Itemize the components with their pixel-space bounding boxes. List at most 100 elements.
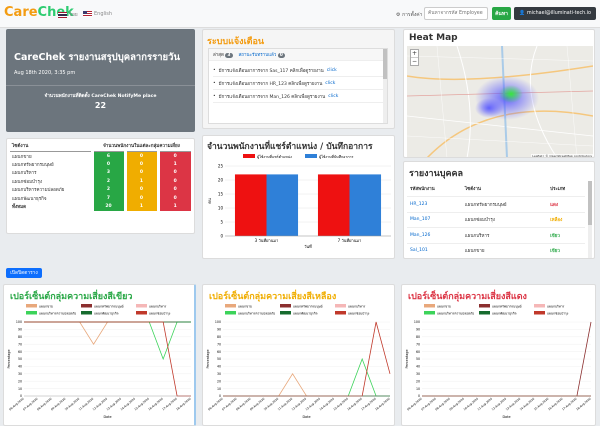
alert-click-link[interactable]: click: [326, 67, 337, 73]
legend-label: ผู้ใช้งานที่แชร์ตำแหน่ง: [257, 154, 292, 159]
search-input[interactable]: [424, 7, 488, 20]
personnel-scroll-thumb[interactable]: [588, 181, 592, 225]
legend-label: แผนกบริหาร: [547, 304, 565, 308]
legend-swatch: [305, 154, 317, 158]
employee-id-link[interactable]: Man_126: [407, 227, 462, 244]
summary-divider: [6, 85, 195, 86]
alerts-card: ระบบแจ้งเตือน ล่าสุด 3 สถานะรับทราบแล้ว …: [202, 29, 395, 129]
y-axis-label: คน: [207, 198, 212, 204]
y-tick-label: 5: [220, 219, 223, 224]
y-tick-label: 0: [418, 394, 420, 398]
tab-acknowledged[interactable]: สถานะรับทราบแล้ว 0: [238, 53, 285, 58]
alert-text: มีการแจ้งเตือนอาการจาก HR_123 คลิกเพื่อด…: [218, 81, 323, 87]
y-tick-label: 60: [217, 350, 221, 354]
y-tick-label: 10: [18, 387, 22, 391]
heatmap-map[interactable]: + − Leaflet | © OpenStreetMap contributo…: [407, 46, 593, 158]
x-axis-label: Date: [302, 415, 310, 419]
alerts-scrollbar[interactable]: [383, 49, 387, 123]
personnel-header-site: ไซต์งาน: [461, 181, 548, 197]
legend-label: แผนกทรัพยากรมนุษย์: [492, 304, 522, 309]
x-tick-label: 18-Aug-2020: [374, 397, 391, 412]
y-tick-label: 50: [217, 357, 221, 361]
series-line: [24, 321, 191, 397]
y-tick-label: 90: [217, 328, 221, 332]
y-tick-label: 70: [217, 342, 221, 346]
bar-chart-card: จำนวนพนักงานที่แชร์ตำแหน่ง / บันทึกอาการ…: [202, 135, 395, 259]
site-name: แผนกขาย: [12, 154, 32, 160]
risk-group-table-card: ไซต์งาน จำนวนพนักงานในแต่ละกลุ่มความเสี่…: [6, 138, 195, 234]
legend-swatch: [335, 304, 346, 308]
zoom-out-button[interactable]: −: [411, 58, 418, 65]
y-tick-label: 20: [416, 379, 420, 383]
y-tick-label: 60: [416, 350, 420, 354]
green-count: 7: [90, 194, 125, 203]
employee-status: เขียว: [547, 227, 585, 244]
employee-status: เขียว: [547, 243, 585, 258]
legend-swatch: [280, 311, 291, 315]
table-row[interactable]: Man_126 แผนกบริหาร เขียว: [407, 227, 585, 244]
legend-swatch: [280, 304, 291, 308]
y-tick-label: 40: [416, 365, 420, 369]
series-line: [24, 321, 191, 361]
legend-swatch: [81, 311, 92, 315]
table-row-total: ทั้งหมด 20 1 1: [10, 202, 191, 212]
personnel-table-scroll[interactable]: รหัสพนักงาน ไซต์งาน ประเภท HR_123 แผนกทรั…: [407, 181, 585, 260]
toggle-table-button[interactable]: เปิดปิดตาราง: [6, 268, 42, 278]
green-risk-chart-title: เปอร์เซ็นต์กลุ่มความเสี่ยงสีเขียว: [10, 292, 133, 302]
alert-click-link[interactable]: click: [325, 80, 336, 86]
y-tick-label: 80: [217, 335, 221, 339]
lang-english-link[interactable]: English: [83, 11, 112, 17]
yellow-count: 0: [123, 168, 158, 178]
red-count: 1: [156, 160, 191, 169]
y-tick-label: 40: [217, 365, 221, 369]
bar: [349, 174, 382, 236]
employee-site: แผนกขาย: [462, 259, 547, 260]
map-attribution[interactable]: Leaflet | © OpenStreetMap contributors: [531, 154, 593, 158]
legend-label: แผนกบริหาร: [348, 304, 366, 308]
legend-label: แผนกบริหารความปลอดภัย: [238, 311, 275, 315]
settings-link[interactable]: ⚙ การตั้งค่า: [396, 12, 423, 18]
tab-all[interactable]: ล่าสุด 3: [213, 53, 233, 58]
lang-thai-link[interactable]: ไทย: [58, 11, 78, 19]
yellow-count: 1: [123, 202, 158, 212]
table-row[interactable]: Sal_101 แผนกขาย เขียว: [407, 243, 585, 258]
alert-text: มีการแจ้งเตือนอาการจาก Sas_117 คลิกเพื่อ…: [218, 68, 324, 74]
legend-swatch: [335, 311, 346, 315]
alerts-scroll-thumb[interactable]: [383, 49, 387, 79]
legend-label: แผนกบริหารความปลอดภัย: [437, 311, 474, 315]
user-menu-button[interactable]: 👤 michael@illuminati-tech.io: [514, 7, 596, 20]
table-row[interactable]: Man_107 แผนกซ่อมบำรุง เหลือง: [407, 212, 585, 228]
legend-label: แผนกซ่อมบำรุง: [547, 311, 569, 316]
table-row[interactable]: Sas_117แผนกขายเขียว: [407, 259, 585, 260]
zoom-in-button[interactable]: +: [411, 50, 418, 58]
legend-swatch: [225, 311, 236, 315]
legend-label: แผนกทรัพยากรมนุษย์: [94, 304, 124, 309]
table-row: แผนกทรัพยากรมนุษย์ 0 0 1: [10, 160, 191, 169]
employee-id-link[interactable]: Sal_101: [407, 243, 462, 258]
heatmap-card: Heat Map + − Leaflet | © OpenStreetMap c…: [403, 29, 595, 158]
bar-chart: ผู้ใช้งานที่แชร์ตำแหน่ง ผู้ใช้งานที่บันทึ…: [207, 154, 391, 249]
y-tick-label: 100: [414, 320, 420, 324]
employee-id-link[interactable]: Sas_117: [407, 259, 462, 260]
yellow-count: 0: [123, 151, 158, 161]
bullet-icon: •: [213, 67, 216, 73]
y-tick-label: 90: [18, 328, 22, 332]
search-button[interactable]: ค้นหา: [492, 7, 511, 20]
user-icon: 👤: [519, 11, 525, 16]
personnel-scrollbar[interactable]: [588, 181, 592, 258]
logo-care: Care: [4, 5, 38, 20]
y-tick-label: 20: [18, 379, 22, 383]
alert-click-link[interactable]: click: [328, 93, 339, 99]
table-header-site: ไซต์งาน: [12, 144, 29, 149]
y-tick-label: 80: [416, 335, 420, 339]
legend-swatch: [26, 311, 37, 315]
employee-id-link[interactable]: HR_123: [407, 196, 462, 213]
bar-chart-title: จำนวนพนักงานที่แชร์ตำแหน่ง / บันทึกอาการ: [207, 142, 373, 152]
table-row[interactable]: HR_123 แผนกทรัพยากรมนุษย์ แดง: [407, 196, 585, 213]
employee-id-link[interactable]: Man_107: [407, 212, 462, 228]
legend-swatch: [26, 304, 37, 308]
legend-label: แผนกพัฒนาธุรกิจ: [94, 311, 119, 316]
legend-swatch: [81, 304, 92, 308]
red-count: 0: [156, 168, 191, 178]
legend-swatch: [534, 311, 545, 315]
